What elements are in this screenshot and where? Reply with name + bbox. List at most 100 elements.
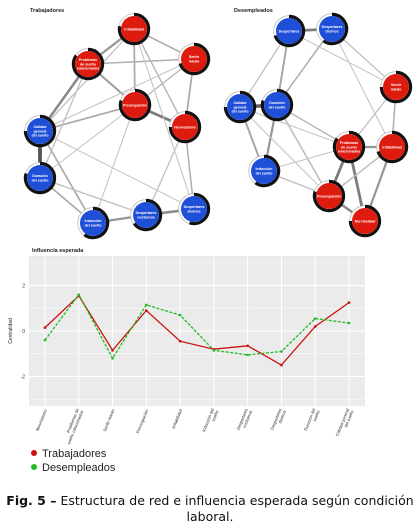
network-node-sen: Sentir miedo <box>379 70 413 104</box>
gridlines <box>29 256 365 406</box>
data-point <box>77 293 81 296</box>
node-label: Preocupación <box>123 103 147 107</box>
network-edge <box>39 177 147 216</box>
node-level-arc <box>118 88 152 122</box>
x-tick-label: Despertaresdiurnos <box>269 408 287 433</box>
network-desempleados: Desempleados Despertares Despertares diurn… <box>223 8 413 238</box>
network-node-nerv: Nerviosidad <box>348 204 382 238</box>
node-level-arc <box>273 14 306 48</box>
x-tick-labels: Nerviosismo Problemas desueño relacionado… <box>35 407 355 445</box>
network-node-pre: Preocupación <box>118 88 152 122</box>
data-point <box>313 317 317 320</box>
node-circle <box>336 134 362 160</box>
network-node-sue: Problemas de sueño relacionados <box>71 47 105 81</box>
node-level-arc <box>188 192 211 226</box>
series-desempleados <box>43 293 351 360</box>
node-circle <box>181 46 207 72</box>
node-circle <box>27 165 53 191</box>
y-tick-labels: 2 0 -2 <box>21 283 26 380</box>
data-point <box>178 339 182 343</box>
node-circle <box>133 202 159 228</box>
node-circle <box>383 74 409 100</box>
legend-marker-trabajadores <box>31 450 37 456</box>
x-tick-label: Calidad generaldel sueño <box>334 407 354 438</box>
node-level-arc <box>379 70 413 104</box>
network-edge <box>39 104 136 132</box>
data-point <box>178 313 182 317</box>
node-circle <box>27 118 53 144</box>
data-point <box>313 325 317 328</box>
node-label: Duración del sueño <box>32 174 50 182</box>
network-node-ind: Inducción del sueño <box>77 206 110 240</box>
node-level-arc <box>376 130 409 164</box>
network-edge <box>133 28 186 128</box>
node-level-arc <box>260 88 294 122</box>
y-axis-label: Centralidad <box>8 318 14 344</box>
network-edge <box>288 30 397 88</box>
node-label: Despertares <box>279 29 300 33</box>
data-point <box>145 303 148 307</box>
caption-prefix: Fig. 5 – <box>6 493 57 508</box>
node-level-arc <box>348 204 382 238</box>
node-label: Despertares diurnos <box>322 25 343 33</box>
node-label: Problemas de sueño relacionados <box>77 58 99 70</box>
figure-caption: Fig. 5 – Estructura de red e influencia … <box>0 493 420 525</box>
node-level-arc <box>254 154 281 188</box>
node-label: Despertares diurnos <box>184 205 205 213</box>
network-node-dnoc: Despertares nocturnos <box>130 198 163 232</box>
network-node-cal: Calidad general del sueño <box>223 90 257 124</box>
node-level-arc <box>132 198 163 232</box>
node-label: Problemas de sueño relacionados <box>338 141 360 153</box>
data-point <box>347 321 351 325</box>
node-circle <box>264 92 290 118</box>
node-label: Preocupación <box>317 194 341 198</box>
data-point <box>246 353 249 357</box>
node-label: Irritabilidad <box>124 27 144 31</box>
node-level-arc <box>71 47 105 81</box>
legend-label-desempleados: Desempleados <box>42 462 116 474</box>
node-label: Sentir miedo <box>189 55 200 63</box>
network-node-nerv: Nerviosismo <box>168 110 202 144</box>
node-label: Irritabilidad <box>382 145 402 149</box>
figure-svg: Trabajadores Irritabilidad Problemas de su… <box>8 8 413 474</box>
node-circle <box>352 208 378 234</box>
network-node-cal: Calidad general del sueño <box>23 114 57 148</box>
chart-title: Influencia esperada <box>32 248 84 254</box>
node-label: Despertares nocturnos <box>136 211 157 219</box>
network-edge <box>239 106 350 148</box>
network-edge <box>92 104 136 224</box>
network-node-irr: Irritabilidad <box>376 130 409 164</box>
data-point <box>111 349 114 352</box>
network-edge <box>87 58 195 65</box>
data-point <box>280 363 283 367</box>
legend: Trabajadores Desempleados <box>31 448 116 474</box>
x-tick-label: Irritabilidad <box>171 408 184 429</box>
network-trabajadores: Trabajadores Irritabilidad Problemas de su… <box>23 8 211 240</box>
node-circle <box>276 18 302 44</box>
x-tick-label: Problemas desueño relacionados <box>62 407 85 445</box>
node-circle <box>379 134 405 160</box>
node-label: Calidad general del sueño <box>32 125 50 137</box>
node-circle <box>227 94 253 120</box>
series-line <box>44 294 350 366</box>
network-edge <box>239 106 330 197</box>
caption-text: Estructura de red e influencia esperada … <box>60 493 414 524</box>
x-tick-label: Preocupación <box>135 408 149 434</box>
network-edge <box>331 28 393 148</box>
node-level-arc <box>332 130 366 164</box>
network-node-pre: Preocupación <box>312 179 346 213</box>
node-circle <box>122 92 148 118</box>
y-tick-label: 2 <box>22 283 25 289</box>
network-node-sue: Problemas de sueño relacionados <box>332 130 366 164</box>
network-edge <box>39 58 195 132</box>
series-group <box>43 293 351 367</box>
node-level-arc <box>223 90 257 124</box>
network-edge <box>39 63 89 179</box>
node-circle <box>75 51 101 77</box>
network-node-dur: Duración del sueño <box>260 88 294 122</box>
network-nodes: Despertares Despertares diurnos Sentir miedo… <box>223 12 413 238</box>
data-point <box>145 309 148 312</box>
network-edge <box>133 28 195 210</box>
network-edge <box>39 130 94 224</box>
network-node-dnoc: Despertares diurnos <box>316 12 349 46</box>
